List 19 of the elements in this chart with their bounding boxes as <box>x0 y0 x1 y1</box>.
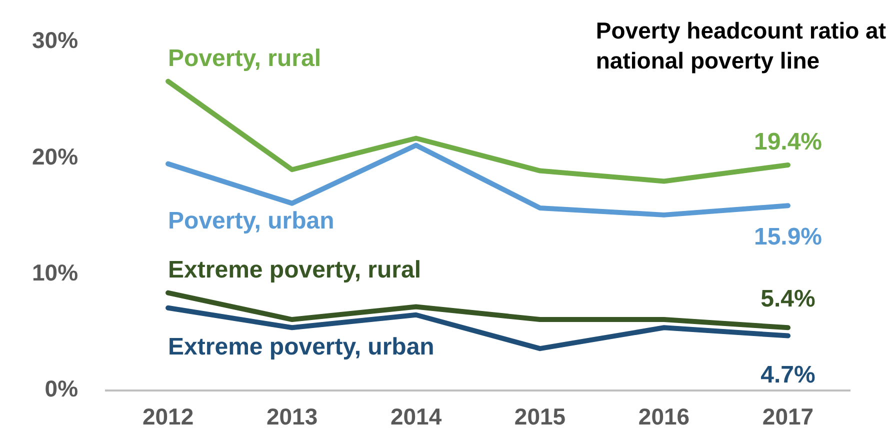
x-tick-label: 2014 <box>390 404 442 430</box>
data-label: 19.4% <box>754 128 822 156</box>
series-label: Poverty, urban <box>168 207 334 234</box>
y-tick-label: 10% <box>32 260 78 286</box>
series-label: Extreme poverty, urban <box>168 334 434 361</box>
x-tick-label: 2012 <box>142 404 194 430</box>
data-label: 5.4% <box>760 285 816 312</box>
x-tick-label: 2013 <box>266 404 318 430</box>
y-tick-label: 20% <box>32 143 78 170</box>
series-label: Poverty, rural <box>168 44 321 72</box>
x-tick-label: 2016 <box>638 404 690 430</box>
data-label: 15.9% <box>754 223 822 250</box>
chart-title: Poverty headcount ratio at national poverty line <box>596 17 886 74</box>
y-tick-label: 0% <box>44 376 78 402</box>
x-tick-label: 2017 <box>762 404 814 430</box>
data-label: 4.7% <box>760 361 816 388</box>
y-tick-label: 30% <box>32 27 78 54</box>
series-label: Extreme poverty, rural <box>168 256 422 284</box>
x-tick-label: 2015 <box>514 404 566 430</box>
